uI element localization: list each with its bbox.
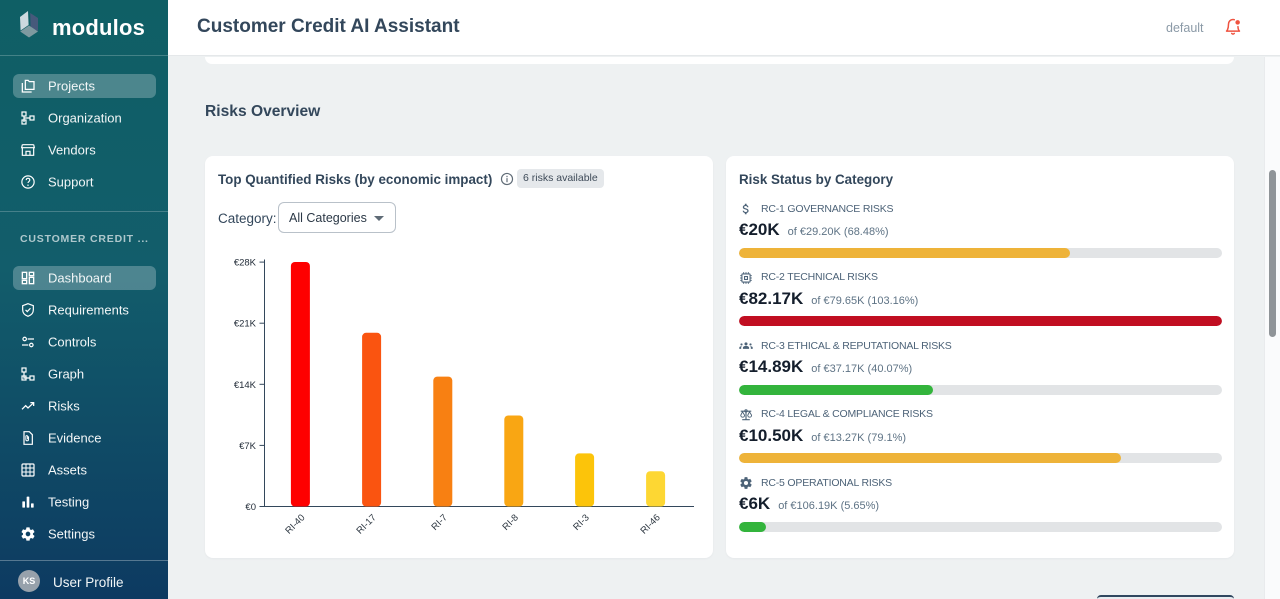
svg-text:€0: €0 xyxy=(245,502,256,513)
svg-text:RI-40: RI-40 xyxy=(283,512,307,536)
svg-text:RI-7: RI-7 xyxy=(429,512,449,532)
svg-text:RI-46: RI-46 xyxy=(639,512,663,536)
svg-text:€14K: €14K xyxy=(234,380,257,391)
svg-text:€21K: €21K xyxy=(234,319,257,330)
svg-text:€28K: €28K xyxy=(234,258,257,269)
svg-text:RI-17: RI-17 xyxy=(355,512,379,536)
svg-text:RI-8: RI-8 xyxy=(500,512,520,532)
svg-text:RI-3: RI-3 xyxy=(571,512,591,532)
svg-text:€7K: €7K xyxy=(239,441,257,452)
